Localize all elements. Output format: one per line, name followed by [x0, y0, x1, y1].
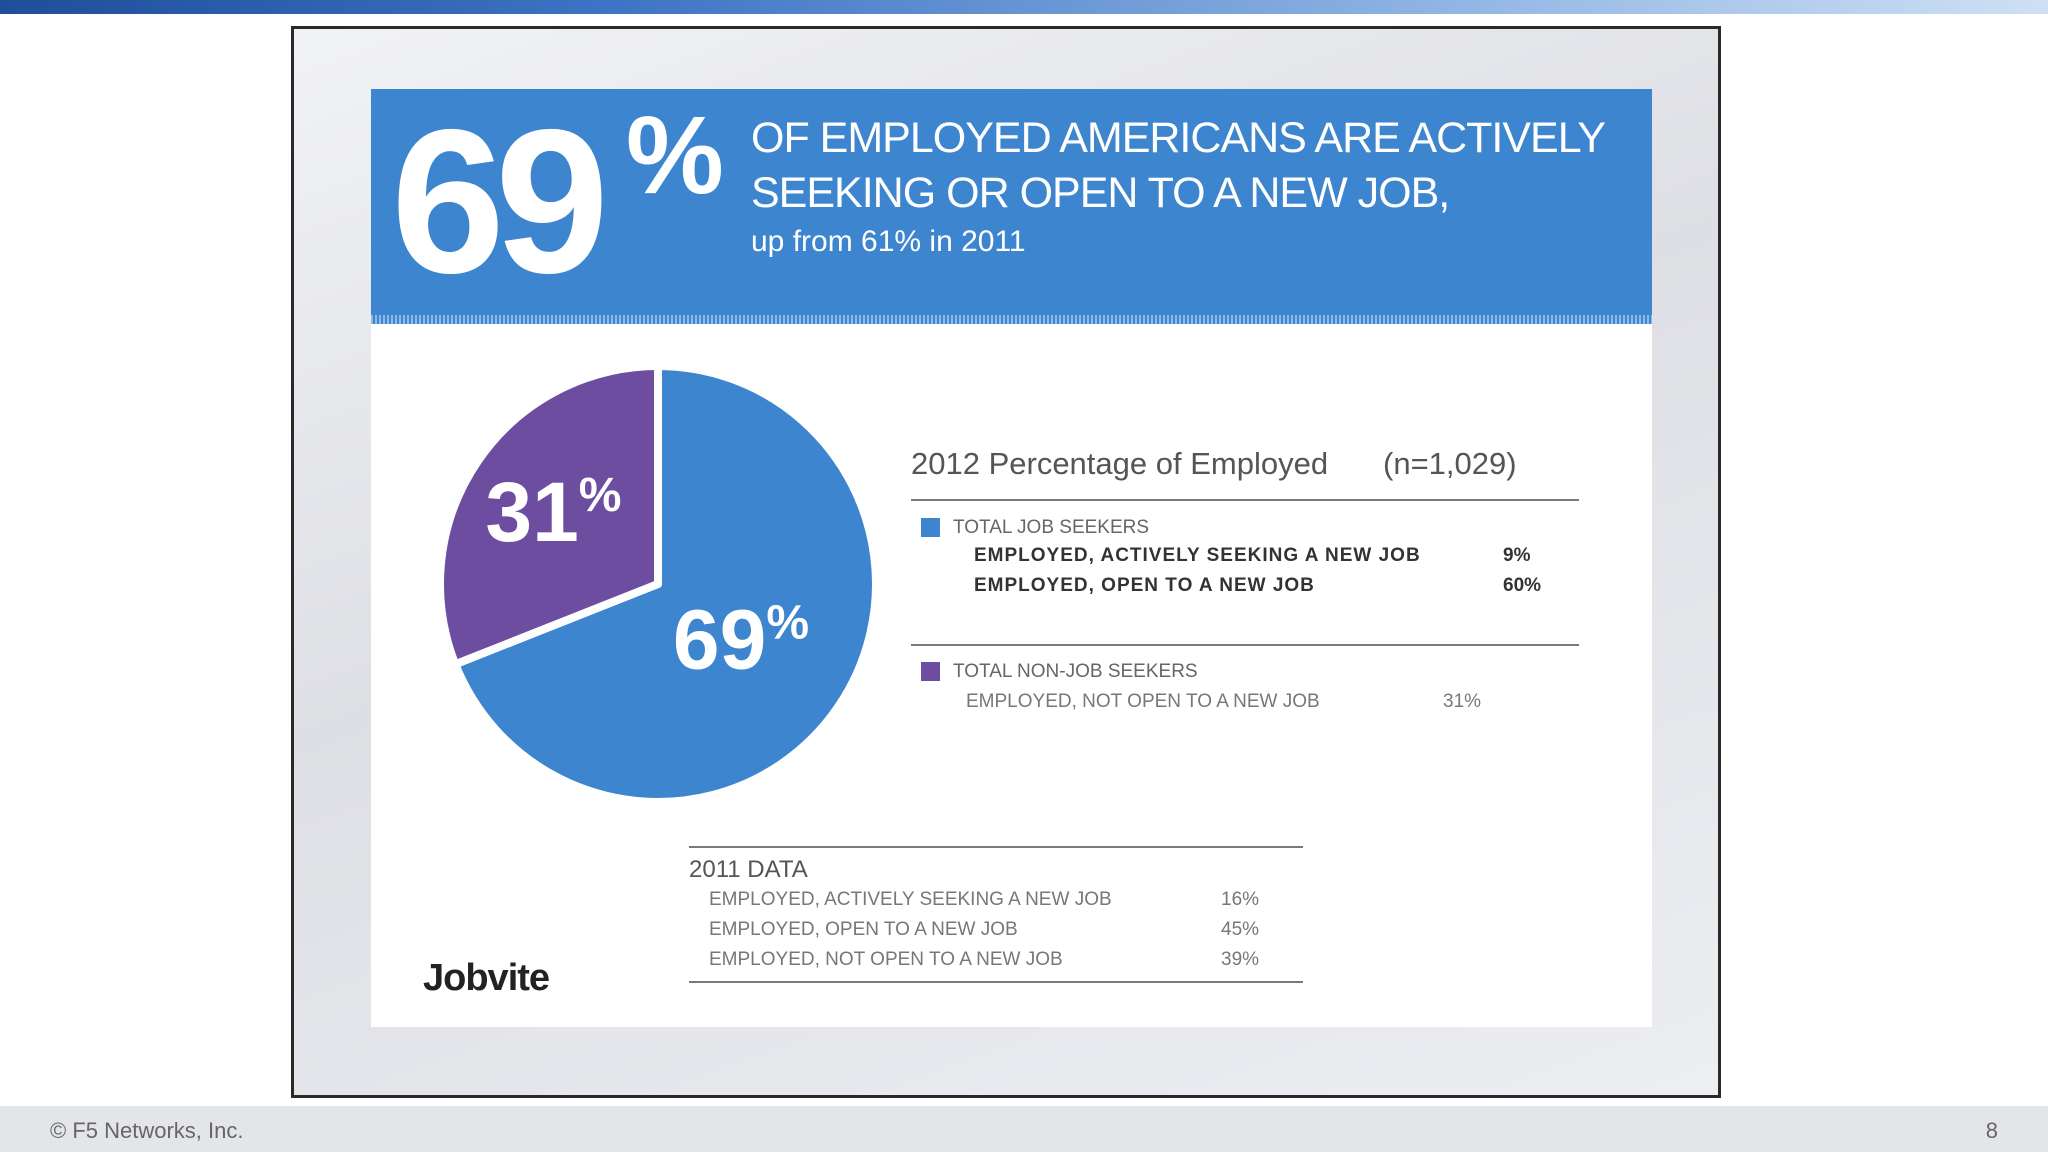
non-seekers-swatch	[921, 662, 940, 681]
row-actively-seeking-value: 9%	[1503, 545, 1531, 566]
seekers-swatch	[921, 518, 940, 537]
row-2011-not-open-value: 39%	[1221, 949, 1260, 970]
pie-chart-svg: 69% 31%	[436, 362, 880, 806]
data-2011-rule-bottom	[689, 981, 1303, 983]
row-2011-not-open-label: EMPLOYED, NOT OPEN TO A NEW JOB	[709, 949, 1063, 970]
row-not-open-label: EMPLOYED, NOT OPEN TO A NEW JOB	[966, 691, 1320, 712]
top-accent-bar	[0, 0, 2048, 14]
row-actively-seeking-label: EMPLOYED, ACTIVELY SEEKING A NEW JOB	[974, 545, 1421, 566]
row-2011-open-label: EMPLOYED, OPEN TO A NEW JOB	[709, 919, 1018, 940]
row-2011-actively-seeking-value: 16%	[1221, 889, 1260, 910]
legend-rule-middle	[911, 644, 1579, 646]
row-not-open-value: 31%	[1443, 691, 1482, 712]
pie-label-job-seekers: 69%	[673, 592, 809, 686]
headline-percent-sign: %	[626, 94, 724, 217]
legend-rule-top	[911, 499, 1579, 501]
group-label-non-seekers: TOTAL NON-JOB SEEKERS	[953, 661, 1198, 682]
pie-label-non-job-seekers: 31%	[485, 465, 621, 559]
group-label-seekers: TOTAL JOB SEEKERS	[953, 517, 1150, 538]
sample-size: (n=1,029)	[1383, 446, 1517, 481]
row-open-value: 60%	[1503, 575, 1542, 596]
headline-subline: up from 61% in 2011	[751, 225, 1026, 258]
legend-title: 2012 Percentage of Employed	[911, 446, 1329, 481]
data-2011-title: 2011 DATA	[689, 856, 808, 883]
headline-banner: 69 % OF EMPLOYED AMERICANS ARE ACTIVELY …	[371, 89, 1652, 315]
banner-stripe	[371, 315, 1652, 324]
row-2011-open-value: 45%	[1221, 919, 1260, 940]
jobvite-logo: Jobvite	[423, 957, 550, 999]
headline-line-1: OF EMPLOYED AMERICANS ARE ACTIVELY	[751, 114, 1606, 162]
pie-chart: 69% 31%	[436, 362, 881, 807]
row-2011-actively-seeking-label: EMPLOYED, ACTIVELY SEEKING A NEW JOB	[709, 889, 1112, 910]
footer-copyright: © F5 Networks, Inc.	[50, 1118, 244, 1143]
slide-footer: © F5 Networks, Inc. 8	[0, 1106, 2048, 1152]
pie-slice-non-job-seekers	[436, 362, 662, 669]
headline-number: 69	[391, 87, 609, 316]
data-2011-rule-top	[689, 846, 1303, 848]
page-number: 8	[1985, 1118, 1998, 1143]
infographic-panel: 69 % OF EMPLOYED AMERICANS ARE ACTIVELY …	[371, 89, 1652, 1027]
headline-line-2: SEEKING OR OPEN TO A NEW JOB,	[751, 169, 1450, 217]
row-open-label: EMPLOYED, OPEN TO A NEW JOB	[974, 575, 1315, 596]
pie-slice-job-seekers	[451, 362, 880, 806]
